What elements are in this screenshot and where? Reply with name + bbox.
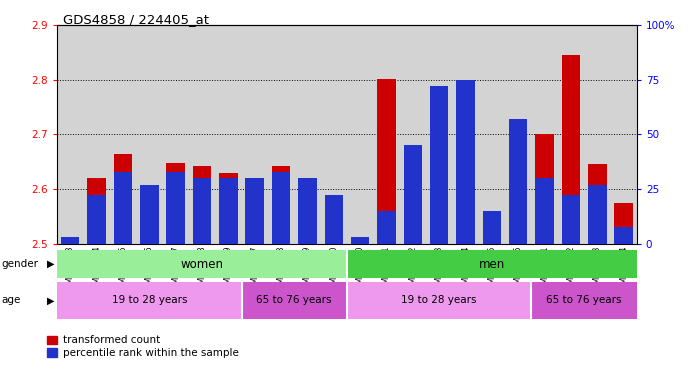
Bar xyxy=(272,166,290,244)
Bar xyxy=(268,25,294,244)
Text: age: age xyxy=(1,295,21,306)
Bar xyxy=(509,119,528,244)
Bar xyxy=(347,250,637,278)
Bar xyxy=(377,79,396,244)
Text: 19 to 28 years: 19 to 28 years xyxy=(111,295,187,306)
Bar xyxy=(215,25,242,244)
Bar xyxy=(430,145,448,244)
Bar xyxy=(482,212,501,244)
Bar xyxy=(324,201,343,244)
Bar xyxy=(61,237,79,244)
Bar xyxy=(610,25,637,244)
Bar xyxy=(88,178,106,244)
Bar xyxy=(535,134,554,244)
Bar xyxy=(61,237,79,244)
Bar xyxy=(189,25,215,244)
Text: gender: gender xyxy=(1,259,38,269)
Bar xyxy=(166,172,185,244)
Bar xyxy=(88,195,106,244)
Bar xyxy=(532,282,637,319)
Bar xyxy=(426,25,452,244)
Bar xyxy=(219,173,237,244)
Bar xyxy=(615,203,633,244)
Bar xyxy=(298,182,317,244)
Bar xyxy=(404,182,422,244)
Bar xyxy=(110,25,136,244)
Bar xyxy=(219,178,237,244)
Bar xyxy=(482,211,501,244)
Text: 65 to 76 years: 65 to 76 years xyxy=(546,295,622,306)
Bar xyxy=(272,172,290,244)
Bar xyxy=(193,166,212,244)
Bar xyxy=(294,25,321,244)
Bar xyxy=(242,282,347,319)
Text: ▶: ▶ xyxy=(47,259,54,269)
Bar xyxy=(562,55,580,244)
Text: men: men xyxy=(479,258,505,270)
Bar xyxy=(324,195,343,244)
Bar xyxy=(242,25,268,244)
Bar xyxy=(373,25,400,244)
Bar xyxy=(57,25,84,244)
Bar xyxy=(588,185,606,244)
Bar xyxy=(505,25,532,244)
Bar xyxy=(400,25,426,244)
Bar xyxy=(557,25,584,244)
Bar xyxy=(57,250,347,278)
Bar xyxy=(347,282,532,319)
Bar xyxy=(193,178,212,244)
Bar xyxy=(57,282,242,319)
Text: ▶: ▶ xyxy=(47,295,54,306)
Bar xyxy=(615,227,633,244)
Bar xyxy=(136,25,162,244)
Bar xyxy=(509,169,528,244)
Bar xyxy=(377,211,396,244)
Bar xyxy=(562,195,580,244)
Bar xyxy=(162,25,189,244)
Bar xyxy=(140,185,159,244)
Bar xyxy=(404,145,422,244)
Bar xyxy=(113,154,132,244)
Bar xyxy=(140,186,159,244)
Bar xyxy=(351,237,370,244)
Text: 19 to 28 years: 19 to 28 years xyxy=(402,295,477,306)
Bar xyxy=(166,163,185,244)
Bar xyxy=(479,25,505,244)
Bar xyxy=(321,25,347,244)
Bar xyxy=(298,178,317,244)
Text: women: women xyxy=(180,258,223,270)
Bar xyxy=(584,25,610,244)
Bar xyxy=(84,25,110,244)
Text: 65 to 76 years: 65 to 76 years xyxy=(257,295,332,306)
Bar xyxy=(535,178,554,244)
Bar xyxy=(430,86,448,244)
Bar xyxy=(113,172,132,244)
Bar xyxy=(246,192,264,244)
Legend: transformed count, percentile rank within the sample: transformed count, percentile rank withi… xyxy=(47,336,239,358)
Bar xyxy=(588,164,606,244)
Bar xyxy=(246,178,264,244)
Bar xyxy=(351,238,370,244)
Bar xyxy=(452,25,479,244)
Bar xyxy=(457,148,475,244)
Bar xyxy=(532,25,557,244)
Bar xyxy=(457,79,475,244)
Text: GDS4858 / 224405_at: GDS4858 / 224405_at xyxy=(63,13,209,26)
Bar xyxy=(347,25,373,244)
